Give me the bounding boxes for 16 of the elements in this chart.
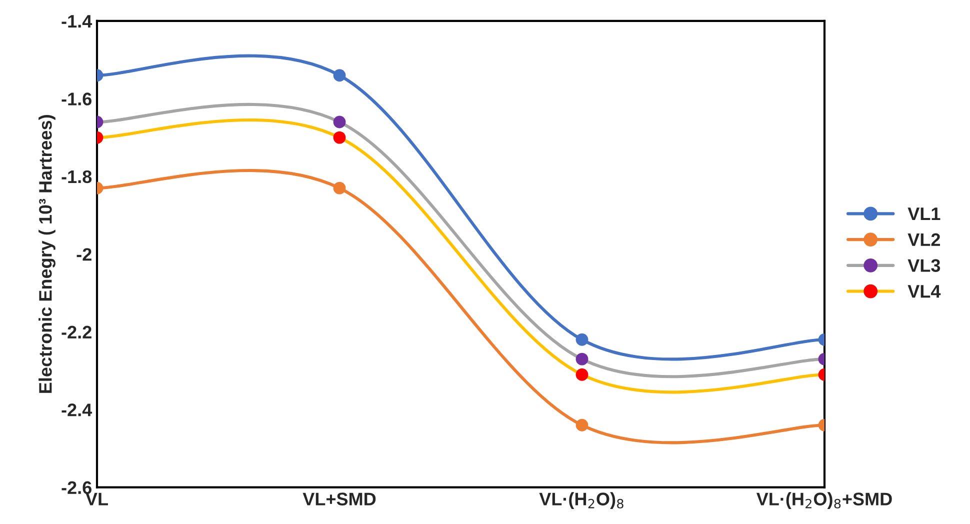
y-tick-label: -2.6 (62, 481, 92, 494)
legend-label: VL4 (908, 285, 941, 298)
x-tick-label: VL+SMD (302, 492, 376, 506)
y-tick-label: -1.4 (62, 15, 92, 28)
legend-label: VL3 (908, 259, 940, 272)
y-tick-label: -2 (76, 248, 92, 261)
y-axis-title: Electronic Enegry ( 10³ Hartrees) (38, 115, 56, 393)
x-tick-label: VL·(H$_{2}$O)$_{8}$ (539, 492, 624, 510)
y-tick-label: -1.6 (62, 92, 92, 106)
y-tick-label: -2.4 (62, 404, 92, 416)
x-tick-label: VL (86, 492, 108, 506)
y-tick-label: -2.2 (62, 326, 92, 338)
y-tick-label: -1.8 (62, 170, 92, 184)
legend-label: VL1 (908, 208, 940, 220)
legend-label: VL2 (908, 233, 940, 246)
x-tick-label: VL·(H$_{2}$O)$_{8}$+SMD (756, 492, 892, 510)
